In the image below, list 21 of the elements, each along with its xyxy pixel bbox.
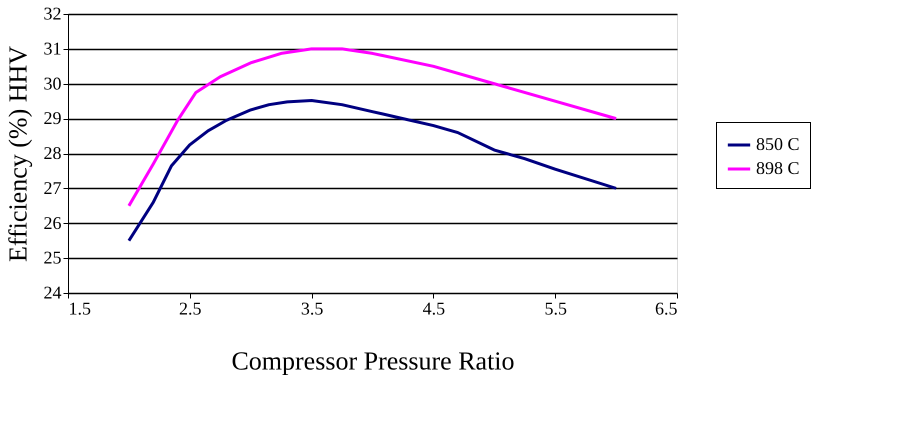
- x-axis-title: Compressor Pressure Ratio: [231, 346, 515, 376]
- line-series: [127, 98, 618, 242]
- x-tick-label: 3.5: [300, 298, 324, 318]
- legend-label: 898 C: [756, 158, 800, 178]
- legend-label: 850 C: [756, 134, 800, 154]
- y-tick-label: 31: [44, 38, 62, 58]
- x-tick-label: 4.5: [422, 298, 446, 318]
- y-tick-label: 25: [44, 248, 62, 268]
- y-axis-title: Efficiency (%) HHV: [4, 46, 32, 262]
- x-tick-label: 5.5: [544, 298, 567, 318]
- y-tick-label: 26: [44, 212, 62, 233]
- y-tick-label: 29: [44, 108, 62, 128]
- y-tick-label: 32: [44, 4, 62, 24]
- y-tick-label: 24: [44, 282, 62, 302]
- line-series: [127, 47, 618, 208]
- y-tick-label: 28: [44, 143, 62, 163]
- x-tick-label: 2.5: [179, 298, 202, 318]
- x-tick-label: 6.5: [655, 298, 678, 318]
- x-tick-label: 1.5: [68, 298, 91, 318]
- y-tick-label: 27: [44, 178, 62, 198]
- y-tick-label: 30: [44, 73, 62, 94]
